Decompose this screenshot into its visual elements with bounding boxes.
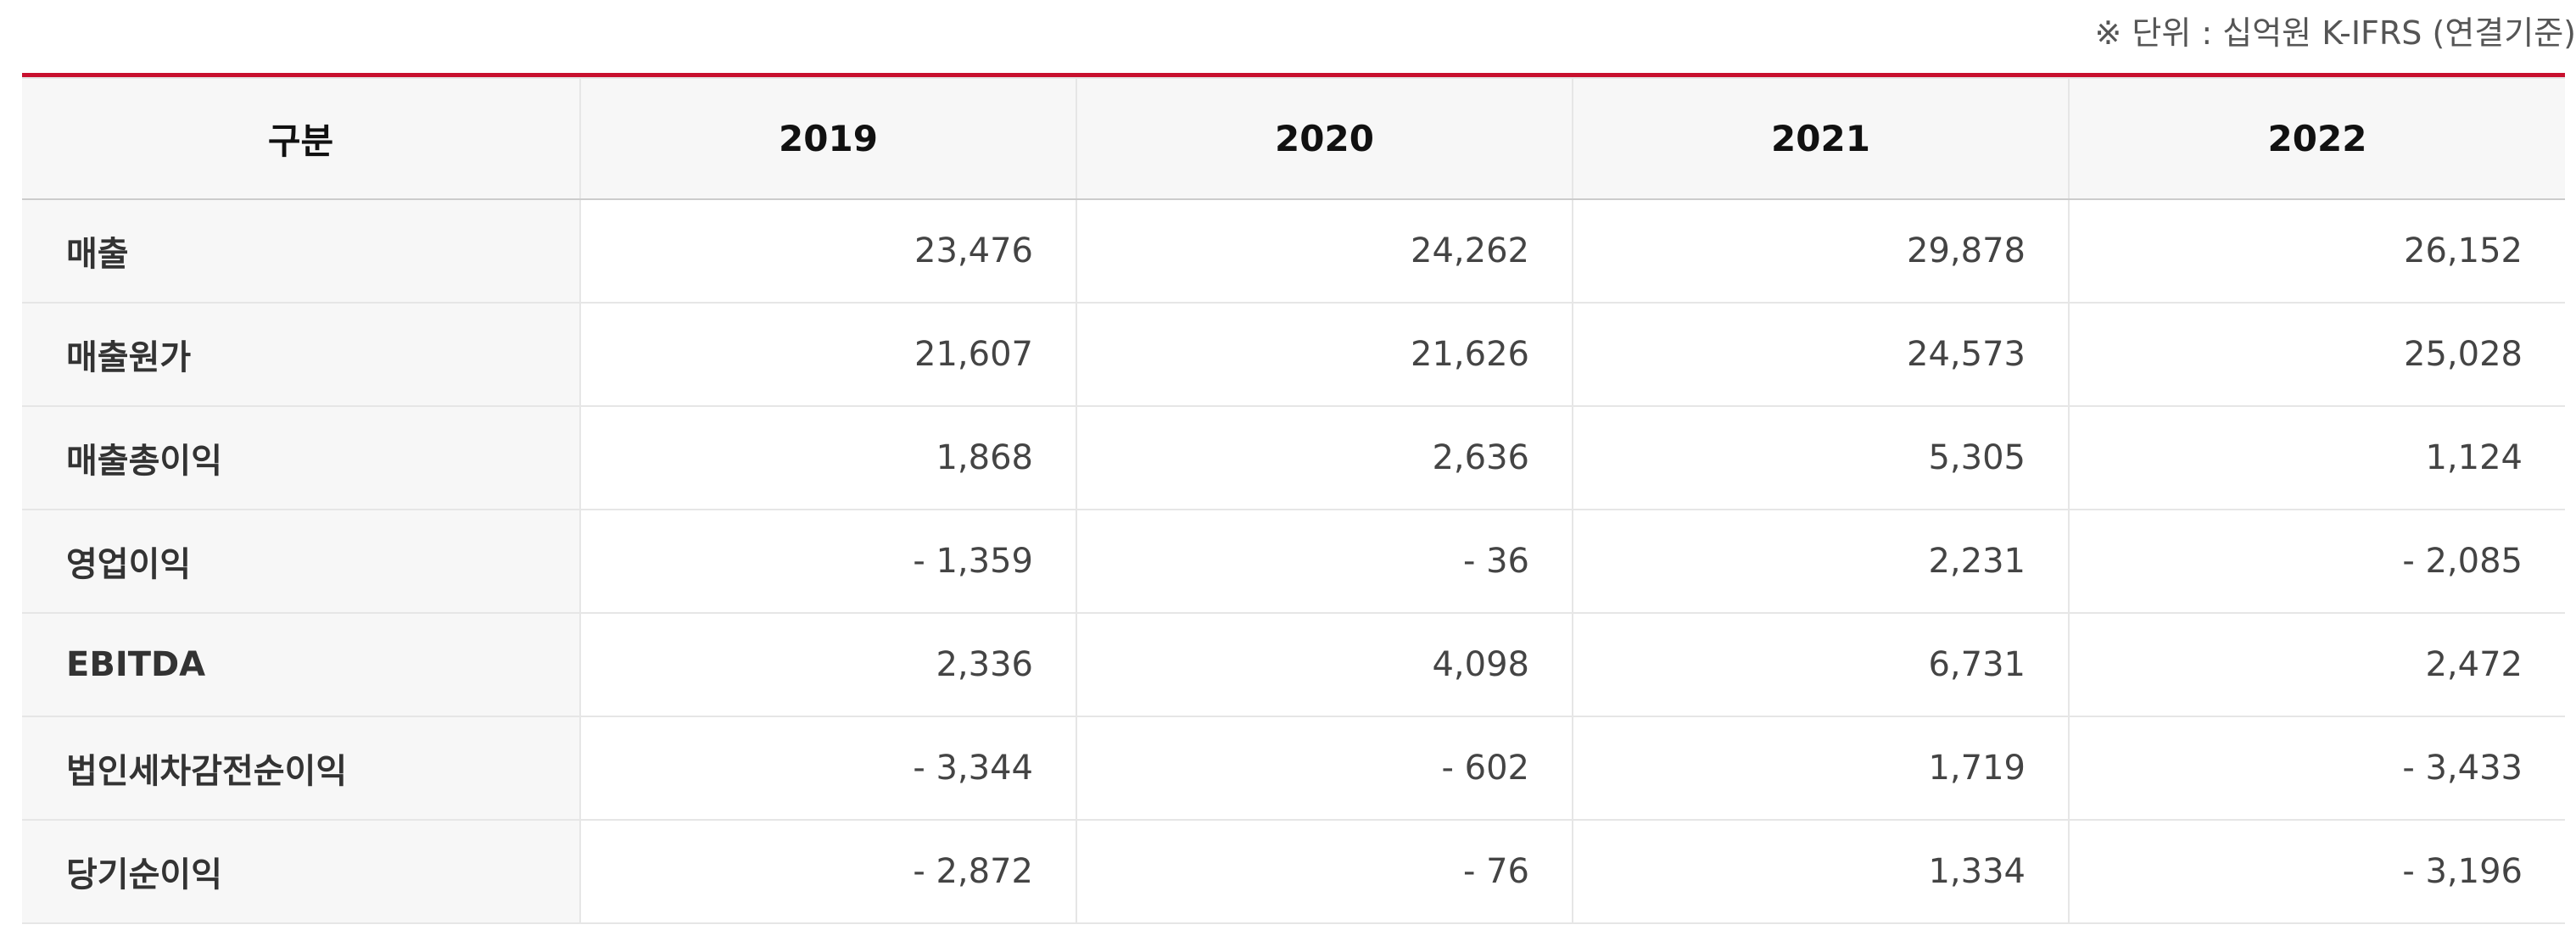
row-label: EBITDA bbox=[22, 612, 581, 717]
row-label: 영업이익 bbox=[22, 509, 581, 614]
table-row: 매출총이익 1,868 2,636 5,305 1,124 bbox=[22, 405, 2565, 510]
table-header-row: 구분 2019 2020 2021 2022 bbox=[22, 77, 2565, 200]
header-category: 구분 bbox=[22, 77, 581, 200]
table-cell: 2,472 bbox=[2068, 612, 2565, 717]
table-cell: 26,152 bbox=[2068, 198, 2565, 304]
header-year-2022: 2022 bbox=[2068, 77, 2565, 200]
header-year-2019: 2019 bbox=[579, 77, 1077, 200]
table-row: 영업이익 - 1,359 - 36 2,231 - 2,085 bbox=[22, 509, 2565, 614]
table-cell: 23,476 bbox=[579, 198, 1077, 304]
table-cell: 24,262 bbox=[1076, 198, 1573, 304]
table-cell: 21,607 bbox=[579, 302, 1077, 407]
header-year-2020: 2020 bbox=[1076, 77, 1573, 200]
row-label: 당기순이익 bbox=[22, 819, 581, 924]
table-row: 매출원가 21,607 21,626 24,573 25,028 bbox=[22, 302, 2565, 407]
table-cell: 25,028 bbox=[2068, 302, 2565, 407]
financial-table-container: 구분 2019 2020 2021 2022 매출 23,476 24,262 … bbox=[22, 73, 2565, 924]
row-label: 법인세차감전순이익 bbox=[22, 716, 581, 821]
table-cell: 1,719 bbox=[1572, 716, 2070, 821]
unit-note: ※ 단위 : 십억원 K-IFRS (연결기준) bbox=[2094, 14, 2576, 52]
header-year-2021: 2021 bbox=[1572, 77, 2070, 200]
table-cell: 6,731 bbox=[1572, 612, 2070, 717]
row-label: 매출원가 bbox=[22, 302, 581, 407]
table-cell: - 3,433 bbox=[2068, 716, 2565, 821]
table-cell: 1,124 bbox=[2068, 405, 2565, 510]
row-label: 매출 bbox=[22, 198, 581, 304]
table-cell: 29,878 bbox=[1572, 198, 2070, 304]
table-row: 당기순이익 - 2,872 - 76 1,334 - 3,196 bbox=[22, 819, 2565, 924]
table-cell: 5,305 bbox=[1572, 405, 2070, 510]
table-cell: 2,231 bbox=[1572, 509, 2070, 614]
table-cell: - 3,196 bbox=[2068, 819, 2565, 924]
table-cell: - 36 bbox=[1076, 509, 1573, 614]
table-cell: 21,626 bbox=[1076, 302, 1573, 407]
table-cell: 4,098 bbox=[1076, 612, 1573, 717]
table-row: EBITDA 2,336 4,098 6,731 2,472 bbox=[22, 612, 2565, 717]
table-cell: - 3,344 bbox=[579, 716, 1077, 821]
table-cell: 2,636 bbox=[1076, 405, 1573, 510]
financial-table: 구분 2019 2020 2021 2022 매출 23,476 24,262 … bbox=[22, 77, 2565, 924]
table-cell: 1,334 bbox=[1572, 819, 2070, 924]
table-cell: - 602 bbox=[1076, 716, 1573, 821]
table-cell: - 2,085 bbox=[2068, 509, 2565, 614]
table-cell: - 2,872 bbox=[579, 819, 1077, 924]
table-row: 법인세차감전순이익 - 3,344 - 602 1,719 - 3,433 bbox=[22, 716, 2565, 821]
table-cell: - 76 bbox=[1076, 819, 1573, 924]
row-label: 매출총이익 bbox=[22, 405, 581, 510]
table-cell: 1,868 bbox=[579, 405, 1077, 510]
table-cell: 24,573 bbox=[1572, 302, 2070, 407]
table-cell: - 1,359 bbox=[579, 509, 1077, 614]
table-cell: 2,336 bbox=[579, 612, 1077, 717]
table-row: 매출 23,476 24,262 29,878 26,152 bbox=[22, 198, 2565, 304]
